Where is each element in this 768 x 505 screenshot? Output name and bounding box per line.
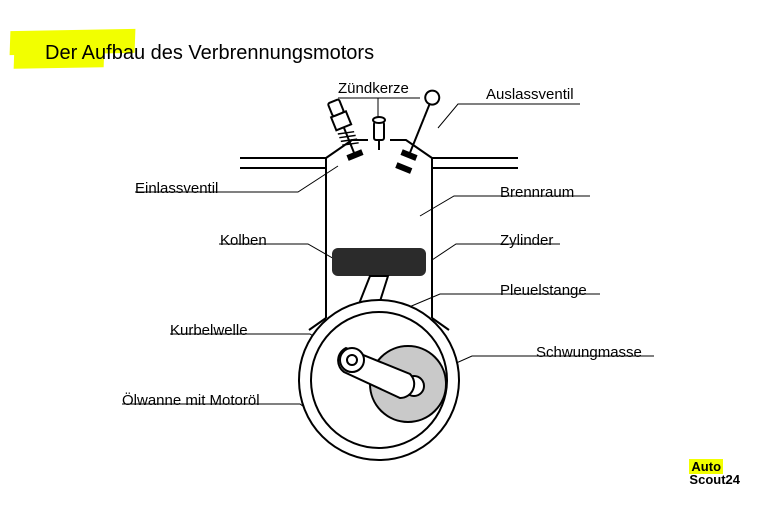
label-brennraum: Brennraum: [500, 184, 574, 201]
label-auslassventil: Auslassventil: [486, 86, 574, 103]
logo-line2: Scout24: [689, 472, 740, 487]
label-pleuelstange: Pleuelstange: [500, 282, 587, 299]
brand-logo: Auto Scout24: [689, 460, 740, 487]
engine-diagram: [0, 0, 768, 505]
label-zuendkerze: Zündkerze: [338, 80, 409, 97]
label-schwungmasse: Schwungmasse: [536, 344, 642, 361]
piston-shape: [332, 248, 426, 276]
label-kolben: Kolben: [220, 232, 267, 249]
label-kurbelwelle: Kurbelwelle: [170, 322, 248, 339]
label-einlassventil: Einlassventil: [135, 180, 218, 197]
label-oelwanne: Ölwanne mit Motoröl: [122, 392, 260, 409]
label-zylinder: Zylinder: [500, 232, 553, 249]
